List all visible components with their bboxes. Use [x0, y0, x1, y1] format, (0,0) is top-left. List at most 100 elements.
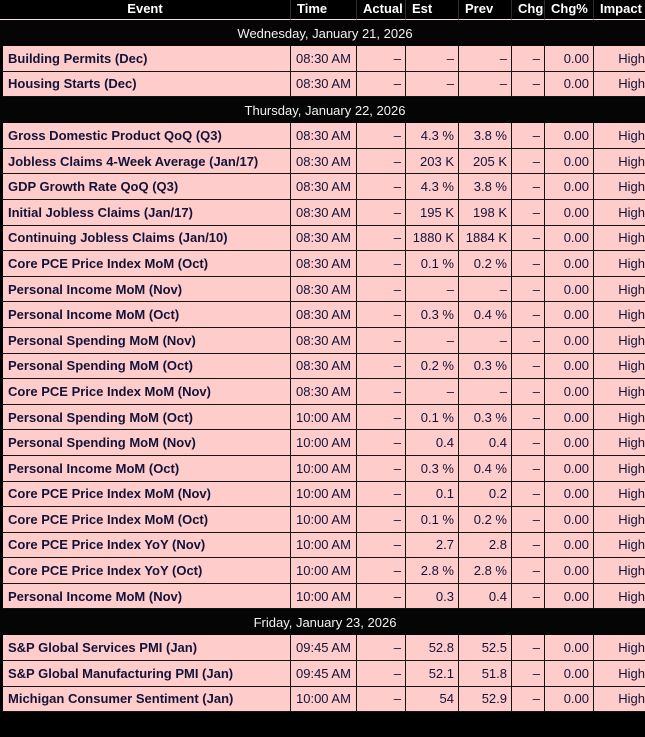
chg-cell: – [512, 661, 545, 687]
event-name-cell[interactable]: Michigan Consumer Sentiment (Jan) [0, 686, 291, 713]
event-name-cell[interactable]: Jobless Claims 4-Week Average (Jan/17) [0, 148, 291, 175]
est-cell: 1880 K [406, 225, 459, 252]
event-row[interactable]: Personal Income MoM (Oct) 10:00 AM –0.3 % 0… [0, 455, 645, 482]
event-name-cell[interactable]: Personal Spending MoM (Nov) [0, 430, 291, 456]
chg-cell: – [512, 635, 545, 662]
event-name-cell[interactable]: Continuing Jobless Claims (Jan/10) [0, 225, 291, 252]
actual-cell: – [357, 455, 406, 482]
event-row[interactable]: Continuing Jobless Claims (Jan/10) 08:30 … [0, 225, 645, 252]
time-cell: 08:30 AM [291, 302, 357, 328]
est-cell: – [406, 71, 459, 98]
chg-pct-cell: 0.00 [545, 558, 594, 584]
chg-pct-cell: 0.00 [545, 199, 594, 226]
chg-pct-cell: 0.00 [545, 455, 594, 482]
chg-pct-cell: 0.00 [545, 302, 594, 328]
chg-cell: – [512, 532, 545, 559]
actual-cell: – [357, 327, 406, 354]
event-name-cell[interactable]: Initial Jobless Claims (Jan/17) [0, 199, 291, 226]
est-cell: 2.8 % [406, 558, 459, 584]
event-row[interactable]: Personal Income MoM (Oct) 08:30 AM –0.3 % 0… [0, 302, 645, 328]
event-row[interactable]: Core PCE Price Index YoY (Oct) 10:00 AM –2… [0, 558, 645, 584]
event-row[interactable]: Personal Income MoM (Nov) 10:00 AM –0.3 0.4… [0, 583, 645, 610]
event-name-cell[interactable]: Personal Income MoM (Oct) [0, 302, 291, 328]
actual-cell: – [357, 199, 406, 226]
event-row[interactable]: Core PCE Price Index MoM (Nov) 08:30 AM – –… [0, 379, 645, 405]
chg-pct-cell: 0.00 [545, 225, 594, 252]
actual-cell: – [357, 583, 406, 610]
event-name-cell[interactable]: Personal Income MoM (Nov) [0, 276, 291, 303]
event-row[interactable]: Core PCE Price Index YoY (Nov) 10:00 AM –2… [0, 532, 645, 559]
est-cell: 0.4 [406, 430, 459, 456]
actual-cell: – [357, 353, 406, 380]
chg-cell: – [512, 404, 545, 431]
event-row[interactable]: Core PCE Price Index MoM (Nov) 10:00 AM –0… [0, 481, 645, 508]
event-name-cell[interactable]: Core PCE Price Index MoM (Nov) [0, 379, 291, 405]
event-name-cell[interactable]: S&P Global Manufacturing PMI (Jan) [0, 661, 291, 687]
chg-pct-cell: 0.00 [545, 583, 594, 610]
prev-cell: 2.8 [459, 532, 512, 559]
event-row[interactable]: Initial Jobless Claims (Jan/17) 08:30 AM –… [0, 199, 645, 226]
event-name-cell[interactable]: Personal Income MoM (Oct) [0, 455, 291, 482]
time-cell: 08:30 AM [291, 199, 357, 226]
event-row[interactable]: Personal Spending MoM (Oct) 08:30 AM –0.2 … [0, 353, 645, 380]
time-cell: 10:00 AM [291, 455, 357, 482]
event-name-cell[interactable]: Core PCE Price Index MoM (Oct) [0, 251, 291, 277]
event-row[interactable]: Personal Spending MoM (Nov) 08:30 AM – – – –0… [0, 327, 645, 354]
event-name-cell[interactable]: Gross Domestic Product QoQ (Q3) [0, 123, 291, 149]
event-name-cell[interactable]: S&P Global Services PMI (Jan) [0, 635, 291, 662]
event-name-cell[interactable]: Housing Starts (Dec) [0, 71, 291, 98]
actual-cell: – [357, 507, 406, 533]
date-header-row: Friday, January 23, 2026 [0, 609, 645, 636]
est-cell: 4.3 % [406, 174, 459, 200]
event-name-cell[interactable]: Core PCE Price Index MoM (Nov) [0, 481, 291, 508]
event-name-cell[interactable]: Personal Spending MoM (Nov) [0, 327, 291, 354]
event-row[interactable]: Personal Spending MoM (Oct) 10:00 AM –0.1 … [0, 404, 645, 431]
event-row[interactable]: Housing Starts (Dec) 08:30 AM – – – –0.00 High [0, 71, 645, 98]
chg-cell: – [512, 379, 545, 405]
event-name-cell[interactable]: Personal Income MoM (Nov) [0, 583, 291, 610]
prev-cell: 0.2 [459, 481, 512, 508]
time-cell: 08:30 AM [291, 174, 357, 200]
prev-cell: – [459, 276, 512, 303]
calendar-body: Wednesday, January 21, 2026 Building Perm… [0, 20, 645, 713]
event-name-cell[interactable]: Core PCE Price Index MoM (Oct) [0, 507, 291, 533]
chg-pct-cell: 0.00 [545, 148, 594, 175]
event-name-cell[interactable]: Building Permits (Dec) [0, 46, 291, 72]
prev-cell: 0.4 % [459, 302, 512, 328]
actual-cell: – [357, 404, 406, 431]
est-cell: 2.7 [406, 532, 459, 559]
prev-cell: 0.3 % [459, 353, 512, 380]
event-row[interactable]: Building Permits (Dec) 08:30 AM – – – –0.00 Hi… [0, 46, 645, 72]
chg-pct-cell: 0.00 [545, 661, 594, 687]
event-row[interactable]: GDP Growth Rate QoQ (Q3) 08:30 AM –4.3 % 3.… [0, 174, 645, 200]
impact-cell: High [594, 379, 645, 405]
chg-pct-cell: 0.00 [545, 174, 594, 200]
event-row[interactable]: Gross Domestic Product QoQ (Q3) 08:30 AM –… [0, 123, 645, 149]
est-cell: – [406, 379, 459, 405]
column-header-impact: Impact [594, 0, 645, 20]
event-name-cell[interactable]: Core PCE Price Index YoY (Oct) [0, 558, 291, 584]
event-name-cell[interactable]: Personal Spending MoM (Oct) [0, 353, 291, 380]
event-name-cell[interactable]: Personal Spending MoM (Oct) [0, 404, 291, 431]
chg-pct-cell: 0.00 [545, 532, 594, 559]
impact-cell: High [594, 123, 645, 149]
event-row[interactable]: S&P Global Manufacturing PMI (Jan) 09:45 … [0, 661, 645, 687]
actual-cell: – [357, 661, 406, 687]
prev-cell: 0.4 [459, 430, 512, 456]
event-row[interactable]: Personal Spending MoM (Nov) 10:00 AM –0.4 0… [0, 430, 645, 456]
impact-cell: High [594, 353, 645, 380]
event-row[interactable]: Core PCE Price Index MoM (Oct) 08:30 AM –0… [0, 251, 645, 277]
event-row[interactable]: S&P Global Services PMI (Jan) 09:45 AM –52… [0, 635, 645, 662]
event-name-cell[interactable]: GDP Growth Rate QoQ (Q3) [0, 174, 291, 200]
chg-pct-cell: 0.00 [545, 123, 594, 149]
event-name-cell[interactable]: Core PCE Price Index YoY (Nov) [0, 532, 291, 559]
chg-pct-cell: 0.00 [545, 481, 594, 508]
event-row[interactable]: Jobless Claims 4-Week Average (Jan/17) 08… [0, 148, 645, 175]
chg-pct-cell: 0.00 [545, 379, 594, 405]
event-row[interactable]: Michigan Consumer Sentiment (Jan) 10:00 A… [0, 686, 645, 713]
est-cell: 0.2 % [406, 353, 459, 380]
chg-pct-cell: 0.00 [545, 353, 594, 380]
event-row[interactable]: Personal Income MoM (Nov) 08:30 AM – – – –0.0… [0, 276, 645, 303]
event-row[interactable]: Core PCE Price Index MoM (Oct) 10:00 AM –0… [0, 507, 645, 533]
prev-cell: 198 K [459, 199, 512, 226]
